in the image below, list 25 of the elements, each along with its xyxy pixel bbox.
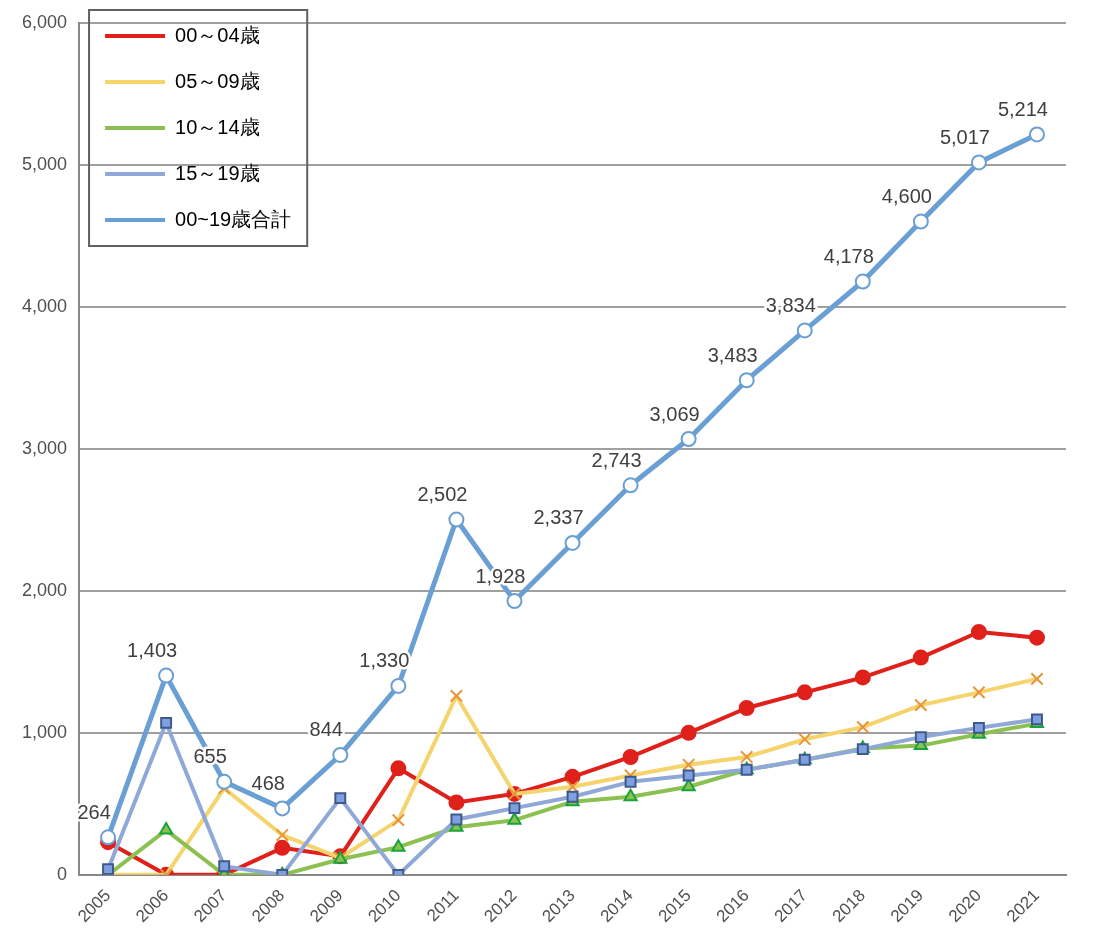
y-tick-label: 4,000 (22, 295, 68, 316)
y-tick-label: 0 (57, 863, 68, 884)
data-label: 5,017 (939, 125, 990, 148)
data-label: 4,178 (823, 245, 874, 268)
data-label: 2,502 (417, 483, 468, 506)
y-tick-label: 6,000 (22, 11, 68, 32)
data-label: 4,600 (881, 185, 932, 208)
y-tick-label: 3,000 (22, 437, 68, 458)
legend-label: 10～14歳 (175, 115, 260, 138)
data-label: 3,834 (765, 293, 816, 316)
y-tick-label: 1,000 (22, 721, 68, 742)
data-label: 5,214 (997, 97, 1048, 120)
data-label: 468 (251, 771, 285, 794)
y-tick-label: 5,000 (22, 153, 68, 174)
y-tick-label: 2,000 (22, 579, 68, 600)
data-label: 2,743 (591, 448, 642, 471)
legend-label: 00~19歳合計 (175, 207, 292, 230)
data-label: 3,069 (649, 402, 700, 425)
data-label: 844 (309, 718, 343, 741)
legend-label: 15～19歳 (175, 161, 260, 184)
data-label: 1,403 (127, 639, 178, 662)
data-label: 2,337 (533, 506, 584, 529)
legend-label: 00～04歳 (175, 23, 260, 46)
legend-label: 05～09歳 (175, 69, 260, 92)
data-label: 3,483 (707, 343, 758, 366)
